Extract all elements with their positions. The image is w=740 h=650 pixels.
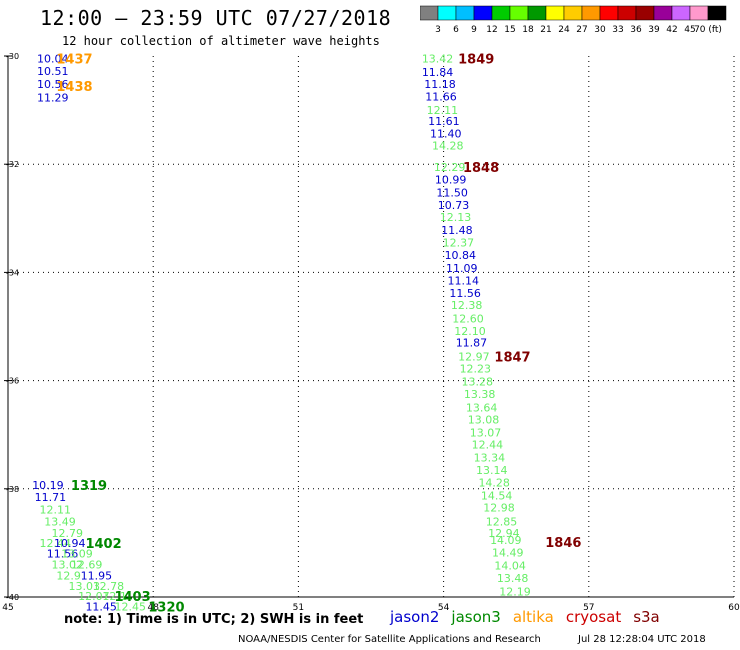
- wave-height-point: 12.98: [483, 502, 514, 515]
- wave-height-point: 14.28: [432, 139, 464, 152]
- y-tick-label: -36: [6, 377, 19, 386]
- pass-time-label: 1437: [56, 53, 92, 68]
- legend-item-s3a: s3a: [633, 608, 660, 626]
- wave-height-point: 13.48: [497, 572, 528, 585]
- pass-time-label: 1849: [458, 53, 494, 68]
- x-tick-label: 45: [2, 603, 13, 613]
- pass-time-label: 1402: [85, 537, 121, 552]
- y-tick-label: -30: [6, 52, 19, 61]
- wave-height-point: 13.08: [468, 414, 500, 427]
- y-tick-label: -40: [6, 593, 19, 602]
- y-tick-label: -34: [6, 268, 19, 277]
- wave-height-point: 14.28: [478, 476, 510, 489]
- wave-height-point: 10.99: [435, 173, 467, 186]
- wave-height-point: 13.34: [474, 451, 506, 464]
- pass-time-label: 1319: [71, 479, 107, 494]
- x-tick-label: 60: [728, 603, 740, 613]
- wave-height-point: 12.23: [460, 363, 492, 376]
- wave-height-point: 13.14: [476, 464, 508, 477]
- footer-credit: NOAA/NESDIS Center for Satellite Applica…: [238, 634, 541, 645]
- pass-time-label: 1848: [463, 161, 499, 176]
- wave-height-point: 11.09: [446, 262, 478, 275]
- legend-item-altika: altika: [513, 608, 554, 626]
- wave-height-point: 13.38: [464, 388, 496, 401]
- wave-height-point: 14.09: [490, 534, 521, 547]
- y-tick-label: -32: [6, 160, 19, 169]
- pass-time-label: 1847: [494, 350, 530, 365]
- wave-height-point: 11.48: [441, 224, 473, 237]
- wave-height-point: 11.61: [428, 115, 460, 128]
- wave-height-point: 11.71: [35, 491, 66, 504]
- wave-height-point: 11.18: [424, 78, 456, 91]
- satellite-legend: jason2 jason3 altika cryosat s3a: [390, 608, 672, 626]
- wave-height-point: 11.14: [447, 275, 479, 288]
- wave-height-point: 11.87: [456, 337, 488, 350]
- wave-height-point: 12.19: [499, 586, 531, 599]
- wave-height-point: 14.04: [494, 560, 526, 573]
- wave-height-point: 12.37: [443, 237, 475, 250]
- wave-height-point: 12.60: [452, 312, 484, 325]
- wave-height-point: 11.50: [436, 186, 468, 199]
- wave-height-point: 12.29: [434, 161, 466, 174]
- pass-time-label: 1846: [545, 536, 581, 551]
- pass-time-label: 1403: [114, 590, 150, 605]
- wave-height-point: 12.38: [451, 299, 483, 312]
- y-tick-label: -38: [6, 485, 19, 494]
- legend-item-jason2: jason2: [390, 608, 439, 626]
- wave-height-point: 12.97: [458, 350, 490, 363]
- wave-height-point: 13.42: [422, 53, 454, 66]
- wave-height-point: 12.13: [440, 211, 472, 224]
- wave-height-point: 10.84: [445, 249, 477, 262]
- footer-timestamp: Jul 28 12:28:04 UTC 2018: [578, 634, 706, 645]
- wave-height-point: 12.44: [472, 438, 504, 451]
- wave-height-point: 11.66: [425, 91, 457, 104]
- units-note: note: 1) Time is in UTC; 2) SWH is in fe…: [64, 612, 363, 627]
- wave-height-point: 13.28: [462, 376, 494, 389]
- wave-height-point: 14.49: [492, 547, 524, 560]
- legend-item-cryosat: cryosat: [566, 608, 621, 626]
- wave-height-point: 10.73: [438, 199, 470, 212]
- pass-time-label: 1438: [56, 80, 92, 95]
- wave-height-point: 14.54: [481, 489, 513, 502]
- legend-item-jason3: jason3: [451, 608, 500, 626]
